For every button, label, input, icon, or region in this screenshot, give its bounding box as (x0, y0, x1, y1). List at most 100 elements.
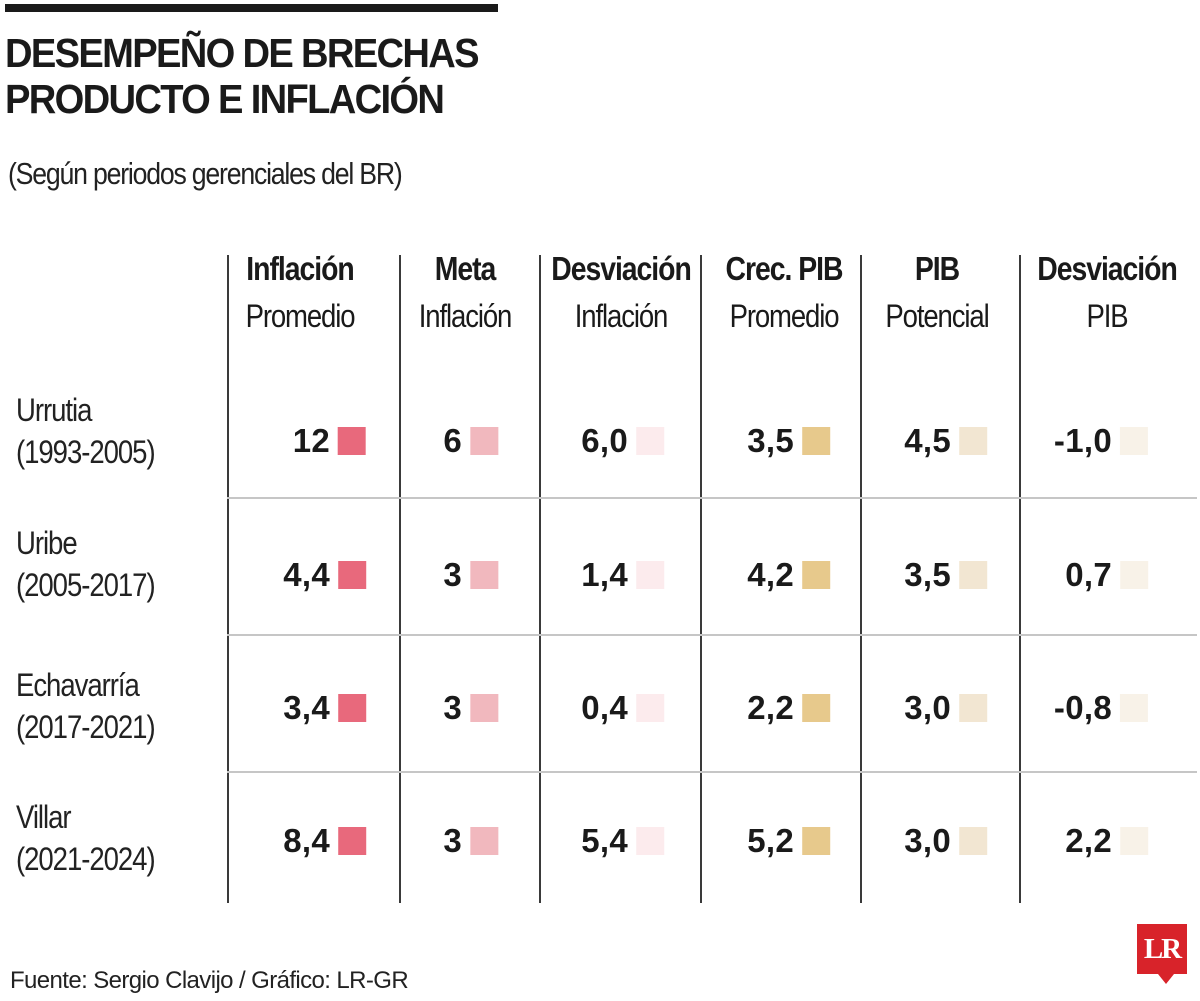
table-cell: 3,5 (747, 421, 830, 461)
column-divider (860, 255, 862, 903)
table-cell: 8,4 (283, 821, 366, 861)
row-name: Echavarría (16, 667, 140, 703)
row-period: (1993-2005) (16, 434, 156, 470)
row-label-villar: Villar (2021-2024) (16, 796, 156, 880)
cell-value: 12 (292, 422, 330, 459)
cell-value: 3 (443, 556, 462, 593)
color-swatch (470, 427, 498, 455)
color-swatch (636, 827, 664, 855)
row-period: (2021-2024) (16, 841, 156, 877)
column-divider (1019, 255, 1021, 903)
table-cell: -0,8 (1054, 688, 1148, 728)
color-swatch (959, 561, 987, 589)
table-cell: 3,4 (283, 688, 366, 728)
cell-value: 5,4 (581, 822, 628, 859)
row-period: (2005-2017) (16, 567, 156, 603)
cell-value: 3,5 (747, 422, 794, 459)
color-swatch (470, 561, 498, 589)
row-name: Villar (16, 799, 72, 835)
color-swatch (1120, 561, 1148, 589)
color-swatch (1120, 827, 1148, 855)
color-swatch (338, 427, 366, 455)
lr-logo-icon: LR (1137, 924, 1187, 974)
column-divider (227, 255, 229, 903)
cell-value: 5,2 (747, 822, 794, 859)
cell-value: 4,4 (283, 556, 330, 593)
column-header-subtitle: PIB (1086, 298, 1128, 334)
column-header-subtitle: Promedio (729, 298, 840, 334)
color-swatch (802, 827, 830, 855)
table-cell: 3 (443, 555, 498, 595)
table-cell: 0,7 (1065, 555, 1148, 595)
title-line-2: PRODUCTO E INFLACIÓN (5, 76, 445, 122)
row-label-echavarria: Echavarría (2017-2021) (16, 664, 156, 748)
cell-value: 6 (443, 422, 462, 459)
column-divider (700, 255, 702, 903)
color-swatch (338, 827, 366, 855)
chart-subtitle: (Según periodos gerenciales del BR) (8, 156, 403, 191)
table-cell: 3,0 (904, 821, 987, 861)
row-divider (227, 497, 1197, 499)
table-cell: 2,2 (747, 688, 830, 728)
row-name: Urrutia (16, 392, 92, 428)
table-cell: 1,4 (581, 555, 664, 595)
column-header-title: Inflación (246, 250, 354, 287)
color-swatch (1120, 427, 1148, 455)
row-label-uribe: Uribe (2005-2017) (16, 522, 156, 606)
cell-value: 3 (443, 822, 462, 859)
column-header-meta-inflacion: Meta Inflación (401, 246, 530, 340)
table-cell: 3,0 (904, 688, 987, 728)
column-header-title: Meta (434, 250, 497, 287)
cell-value: 2,2 (747, 689, 794, 726)
title-line-1: DESEMPEÑO DE BRECHAS (5, 30, 480, 76)
table-cell: 3 (443, 688, 498, 728)
row-divider (227, 771, 1197, 773)
column-header-title: Desviación (1037, 250, 1178, 287)
column-header-pib-potencial: PIB Potencial (868, 246, 1006, 340)
cell-value: -0,8 (1053, 689, 1112, 726)
column-header-title: Crec. PIB (725, 250, 844, 287)
color-swatch (959, 827, 987, 855)
row-name: Uribe (16, 525, 78, 561)
lr-logo-tail (1158, 974, 1174, 984)
cell-value: 3,0 (904, 689, 951, 726)
column-header-subtitle: Promedio (245, 298, 356, 334)
column-divider (539, 255, 541, 903)
table-cell: 4,5 (904, 421, 987, 461)
chart-title: DESEMPEÑO DE BRECHAS PRODUCTO E INFLACIÓ… (5, 30, 526, 122)
color-swatch (802, 427, 830, 455)
cell-value: 4,2 (747, 556, 794, 593)
table-cell: 5,4 (581, 821, 664, 861)
cell-value: 0,7 (1065, 556, 1112, 593)
column-divider (399, 255, 401, 903)
color-swatch (636, 427, 664, 455)
table-cell: 0,4 (581, 688, 664, 728)
column-header-crec-pib-promedio: Crec. PIB Promedio (715, 246, 853, 340)
column-header-inflacion-promedio: Inflación Promedio (231, 246, 369, 340)
column-header-desviacion-pib: Desviación PIB (1034, 246, 1180, 340)
column-header-title: PIB (914, 250, 960, 287)
column-header-subtitle: Inflación (418, 298, 513, 334)
color-swatch (802, 561, 830, 589)
cell-value: 3,5 (904, 556, 951, 593)
row-divider (227, 634, 1197, 636)
color-swatch (802, 694, 830, 722)
color-swatch (1120, 694, 1148, 722)
column-header-subtitle: Potencial (885, 298, 989, 334)
cell-value: -1,0 (1053, 422, 1112, 459)
color-swatch (959, 694, 987, 722)
color-swatch (636, 561, 664, 589)
column-header-title: Desviación (551, 250, 692, 287)
cell-value: 3,4 (283, 689, 330, 726)
cell-value: 0,4 (581, 689, 628, 726)
table-cell: 5,2 (747, 821, 830, 861)
top-rule (5, 4, 498, 12)
table-cell: 4,2 (747, 555, 830, 595)
cell-value: 2,2 (1065, 822, 1112, 859)
color-swatch (636, 694, 664, 722)
table-cell: 6 (443, 421, 498, 461)
table-cell: 2,2 (1065, 821, 1148, 861)
cell-value: 8,4 (283, 822, 330, 859)
cell-value: 3 (443, 689, 462, 726)
color-swatch (470, 827, 498, 855)
